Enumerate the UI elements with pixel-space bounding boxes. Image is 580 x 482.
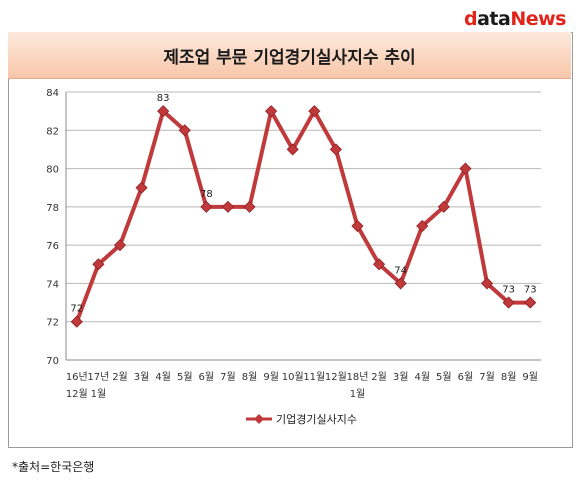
x-tick-label: 8월 — [242, 371, 258, 383]
x-tick-label: 2월 — [371, 371, 387, 383]
data-point — [437, 200, 450, 213]
data-point — [329, 143, 342, 156]
data-point — [178, 124, 191, 137]
data-point — [135, 181, 148, 194]
x-tick-label: 2월 — [112, 371, 128, 383]
data-label: 73 — [524, 285, 537, 296]
x-tick-label: 4월 — [414, 371, 430, 383]
datanews-logo: dataNews — [464, 8, 566, 30]
data-label: 73 — [502, 285, 515, 296]
data-point — [459, 162, 472, 175]
data-point — [157, 105, 170, 118]
legend-label: 기업경기실사지수 — [276, 413, 357, 426]
data-point — [524, 296, 537, 309]
y-tick-label: 84 — [46, 88, 59, 99]
x-tick-label: 4월 — [155, 371, 171, 383]
x-tick-label: 12월 — [325, 371, 347, 383]
data-point — [394, 277, 407, 290]
y-tick-label: 82 — [46, 126, 59, 137]
x-tick-label: 6월 — [458, 371, 474, 383]
data-point — [502, 296, 515, 309]
x-tick-label: 18년 1월 — [347, 371, 369, 400]
data-point — [308, 105, 321, 118]
y-tick-label: 72 — [46, 318, 59, 329]
source-note: *출처=한국은행 — [12, 460, 95, 474]
data-label: 74 — [394, 265, 407, 276]
data-point — [265, 105, 278, 118]
data-point — [480, 277, 494, 290]
chart-title: 제조업 부문 기업경기실사지수 추이 — [163, 47, 416, 68]
series-line — [74, 109, 531, 323]
x-tick-label: 7월 — [220, 371, 236, 383]
data-point — [243, 200, 256, 213]
data-point — [92, 258, 105, 271]
y-tick-label: 78 — [46, 203, 59, 214]
x-tick-label: 17년 1월 — [87, 371, 109, 400]
data-point — [416, 219, 429, 233]
x-tick-label: 5월 — [177, 371, 193, 383]
data-point — [113, 239, 127, 252]
data-label: 78 — [200, 189, 213, 200]
data-point — [373, 258, 386, 271]
x-tick-label: 7월 — [479, 371, 495, 383]
x-tick-label: 9월 — [263, 371, 279, 383]
y-tick-label: 74 — [46, 279, 59, 290]
data-point — [70, 315, 83, 328]
y-tick-label: 70 — [46, 356, 59, 367]
y-tick-label: 80 — [46, 165, 59, 176]
x-tick-label: 9월 — [522, 371, 538, 383]
data-point — [221, 200, 234, 213]
legend-marker-icon — [254, 414, 264, 424]
x-tick-label: 6월 — [199, 371, 215, 383]
data-point — [200, 200, 213, 213]
y-tick-label: 76 — [46, 241, 59, 252]
data-label: 72 — [70, 304, 83, 315]
chart-title-bar: 제조업 부문 기업경기실사지수 추이 — [8, 32, 571, 79]
x-tick-label: 5월 — [436, 371, 452, 383]
x-tick-label: 3월 — [393, 371, 409, 383]
x-tick-label: 16년 12월 — [66, 371, 88, 400]
x-tick-label: 10월 — [282, 371, 304, 383]
data-label: 83 — [157, 93, 170, 104]
x-tick-label: 11월 — [303, 371, 325, 383]
data-point — [351, 219, 364, 233]
x-tick-label: 8월 — [501, 371, 517, 383]
data-point — [286, 143, 299, 156]
x-tick-label: 3월 — [134, 371, 150, 383]
